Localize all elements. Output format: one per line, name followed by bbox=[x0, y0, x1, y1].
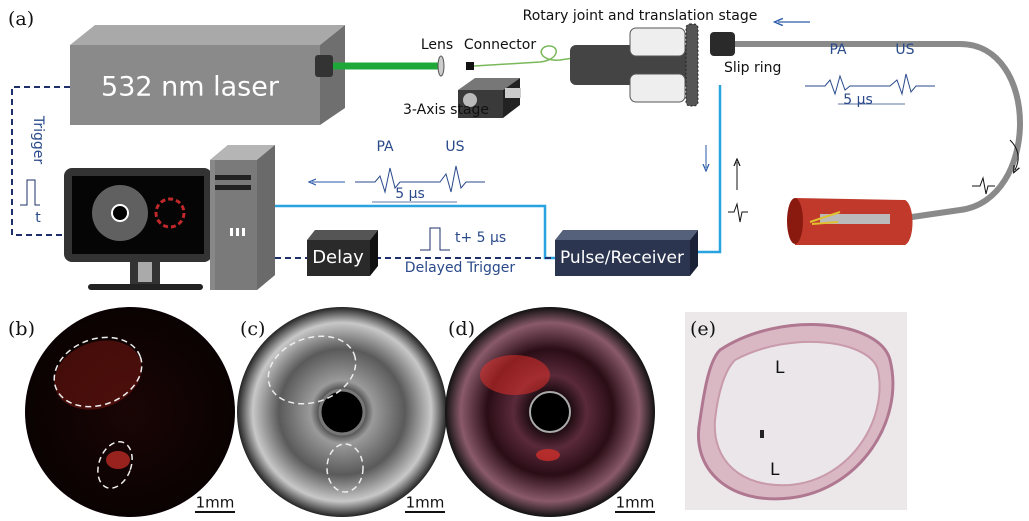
pulse-receiver-label: Pulse/Receiver bbox=[560, 248, 684, 268]
pa-label: PA bbox=[376, 139, 394, 155]
waveform bbox=[805, 74, 935, 94]
stage-label: 3-Axis stage bbox=[403, 102, 489, 118]
delay-label: Delay bbox=[312, 247, 364, 268]
connector bbox=[466, 62, 474, 70]
us-label: US bbox=[895, 42, 914, 58]
panel-label: (d) bbox=[448, 318, 475, 340]
lens-label: Lens bbox=[421, 37, 453, 53]
panel-label: (a) bbox=[8, 8, 34, 30]
lens bbox=[438, 56, 444, 76]
connector-label: Connector bbox=[464, 37, 536, 53]
scale-bar-label: 1mm bbox=[196, 494, 235, 512]
panel-label: (e) bbox=[690, 318, 716, 340]
panel-label: (b) bbox=[8, 318, 35, 340]
merged-image bbox=[445, 307, 655, 517]
pulse-icon bbox=[420, 228, 450, 250]
trigger-label: Trigger bbox=[30, 115, 46, 165]
scale-bar-label: 1mm bbox=[406, 494, 445, 512]
computer bbox=[64, 145, 275, 290]
delayed-trigger-label: Delayed Trigger bbox=[405, 260, 516, 276]
vessel bbox=[787, 198, 913, 245]
pa-label: PA bbox=[829, 42, 847, 58]
scale-bar-label: 1mm bbox=[616, 494, 655, 512]
laser-label: 532 nm laser bbox=[101, 72, 280, 103]
signal-cable bbox=[690, 85, 720, 252]
pulse-icon bbox=[728, 204, 748, 222]
slip-ring-label: Slip ring bbox=[724, 60, 781, 76]
lumen-label: L bbox=[770, 460, 780, 480]
rotary-label: Rotary joint and translation stage bbox=[523, 8, 758, 24]
us-label: US bbox=[445, 139, 464, 155]
rotary-joint bbox=[570, 24, 735, 106]
interval-label: 5 μs bbox=[395, 186, 425, 202]
histology-image bbox=[685, 312, 907, 510]
pulse-icon bbox=[20, 180, 40, 205]
trigger-t-label: t bbox=[35, 210, 41, 226]
interval-label: 5 μs bbox=[843, 92, 873, 108]
pulse-icon bbox=[972, 178, 995, 194]
pa-image bbox=[25, 307, 235, 517]
panel-label: (c) bbox=[240, 318, 265, 340]
figure: (a) 532 nm laser Lens Connector 3-Axis s… bbox=[0, 0, 1029, 521]
us-image bbox=[237, 307, 447, 517]
lumen-label: L bbox=[775, 358, 785, 378]
delay-time-label: t+ 5 μs bbox=[455, 230, 506, 246]
